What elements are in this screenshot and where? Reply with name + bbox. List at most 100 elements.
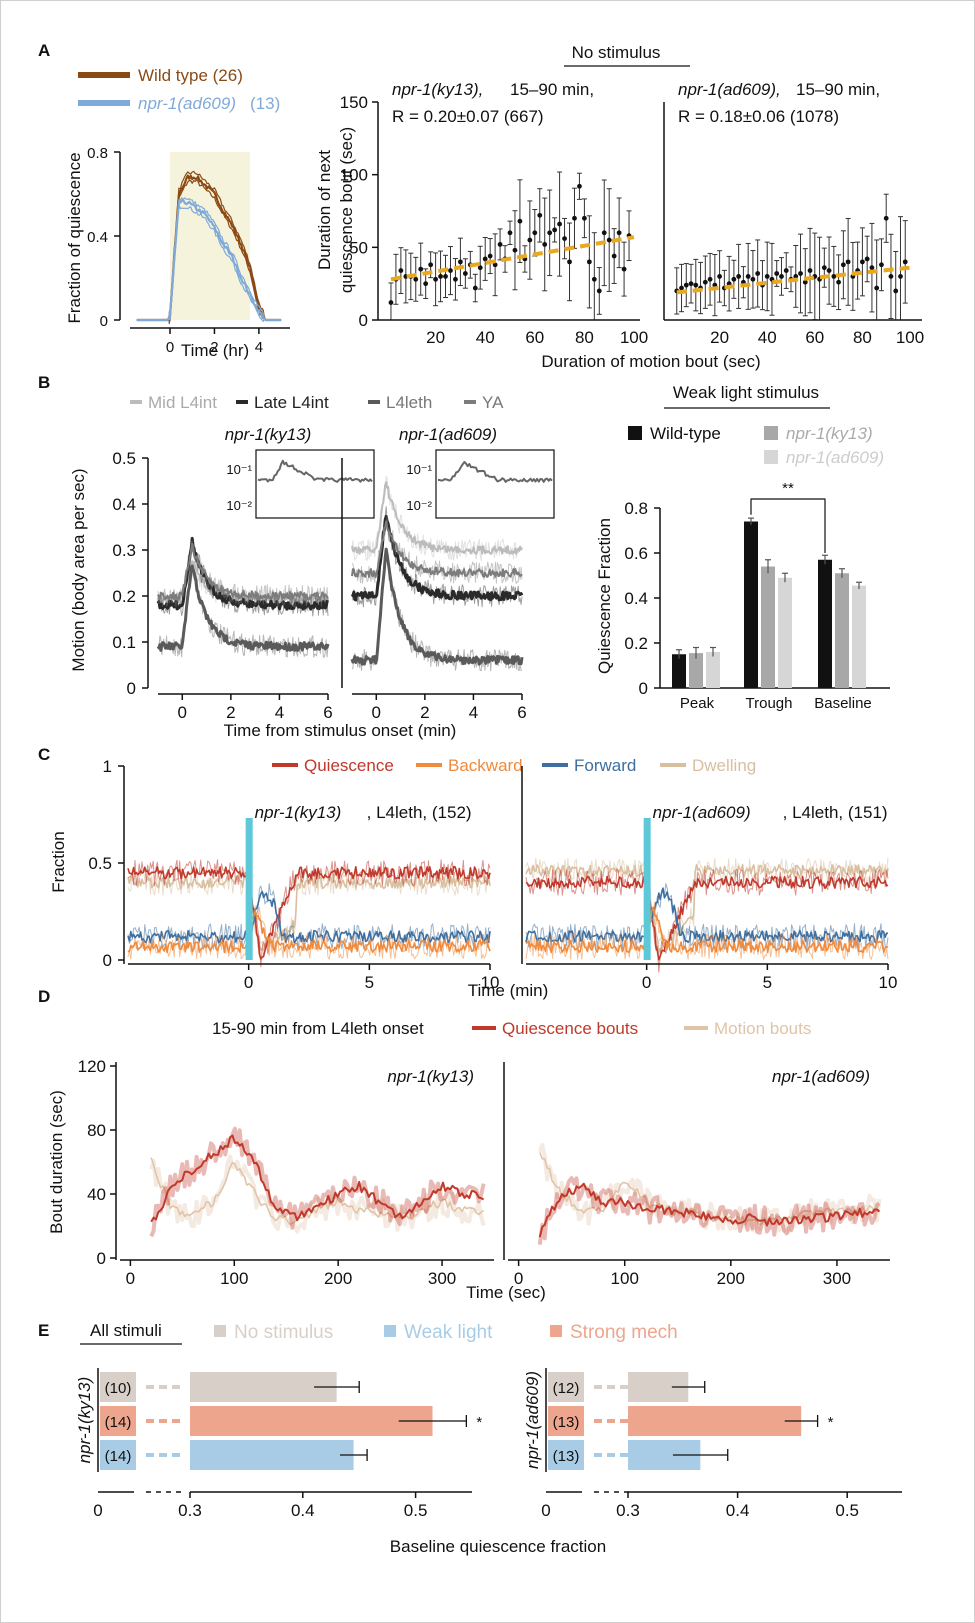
x-tick-label: 5 (763, 973, 772, 992)
legend-swatch-wild-type (628, 426, 642, 440)
legend-label: No stimulus (234, 1322, 333, 1343)
data-point-ky13 (577, 183, 582, 189)
row-stub-strong-mech (548, 1406, 584, 1436)
series-band-backward (127, 905, 491, 960)
series-line-late-l4int (156, 536, 330, 611)
data-point-ad609 (874, 285, 880, 291)
inset-line (438, 461, 553, 483)
x-axis-label: Time (sec) (466, 1283, 546, 1302)
y-axis-label: Bout duration (sec) (47, 1090, 66, 1234)
bar-trough (761, 566, 775, 688)
data-point-ky13 (423, 281, 429, 287)
data-point-ad609 (864, 256, 870, 262)
bar-baseline (818, 559, 832, 688)
legend-label: Quiescence (304, 756, 394, 775)
data-point-ky13 (492, 262, 498, 268)
data-point-ad609 (707, 276, 713, 282)
data-point-ky13 (428, 262, 434, 268)
y-tick-label: 0 (97, 1249, 106, 1268)
bar-peak (672, 654, 686, 688)
y-tick-label: 150 (340, 93, 368, 112)
data-point-ad609 (840, 262, 846, 268)
panel-label-b: B (38, 373, 50, 392)
legend-label: Dwelling (692, 756, 756, 775)
sample-count: (10) (105, 1380, 132, 1397)
legend-swatch-ad609 (764, 450, 778, 464)
y-tick-label: 0.1 (112, 633, 136, 652)
legend-label-wild-type: Wild-type (650, 424, 721, 443)
data-point-ky13 (507, 230, 513, 236)
series-line-motion-bouts (150, 1157, 485, 1226)
series-line-ya (157, 542, 329, 601)
annotation-genotype-ky13: npr-1(ky13), (392, 80, 483, 99)
bar-trough (744, 521, 758, 688)
y-tick-label: 0.4 (112, 495, 136, 514)
row-stub-weak-light (548, 1440, 584, 1470)
data-point-ky13 (611, 253, 617, 259)
data-point-ky13 (512, 247, 518, 253)
stimulus-marker (643, 818, 651, 960)
data-point-ky13 (582, 215, 587, 221)
inset-y-tick-label: 10⁻² (226, 498, 252, 513)
row-stub-no-stimulus (100, 1372, 136, 1402)
data-point-ky13 (413, 276, 419, 282)
y-tick-label: 0.2 (112, 587, 136, 606)
category-label: Peak (680, 695, 715, 712)
x-tick-label: 0 (93, 1501, 102, 1520)
annotation-genotype: npr-1(ky13) (387, 1067, 474, 1086)
x-tick-label: 6 (323, 703, 332, 722)
row-stub-no-stimulus (548, 1372, 584, 1402)
legend-label: Weak light (404, 1322, 493, 1343)
inset-y-tick-label: 10⁻¹ (406, 462, 432, 477)
x-tick-label: 100 (220, 1269, 248, 1288)
data-point-ky13 (433, 276, 438, 282)
data-point-ad609 (679, 285, 684, 291)
inset-line (257, 459, 373, 483)
series-line-l4leth (350, 547, 524, 666)
data-point-ad609 (831, 274, 837, 279)
subplot-title: npr-1(ad609) (399, 425, 497, 444)
bar-strong-mech (628, 1406, 802, 1436)
legend-label: L4leth (386, 393, 432, 412)
x-axis-label: Time (hr) (181, 341, 249, 360)
series-line-quiescence (525, 875, 889, 961)
x-tick-label: 6 (517, 703, 526, 722)
chart-title-no-stimulus: No stimulus (572, 43, 661, 62)
data-point-ad609 (779, 274, 784, 279)
series-line-backward (127, 910, 491, 954)
x-tick-label: 4 (469, 703, 478, 722)
data-point-ad609 (893, 288, 899, 294)
y-tick-label: 100 (340, 166, 368, 185)
bar-baseline (852, 585, 866, 688)
legend-label-ky13: npr-1(ky13) (786, 424, 873, 443)
data-point-ky13 (621, 266, 627, 272)
data-point-ky13 (487, 253, 493, 259)
y-axis-label: Fraction (49, 831, 68, 892)
y-tick-label: 0 (103, 951, 112, 970)
inset-frame (435, 449, 555, 519)
data-point-ad609 (683, 282, 689, 288)
x-tick-label: 5 (365, 973, 374, 992)
data-point-ky13 (472, 285, 478, 291)
data-point-ky13 (562, 236, 567, 242)
x-tick-label: 100 (611, 1269, 639, 1288)
annotation-stage: , L4leth, (152) (367, 803, 472, 822)
x-tick-label: 100 (896, 328, 924, 347)
y-axis-label-line2: quiescence bout (sec) (337, 127, 356, 293)
y-tick-label: 0 (639, 679, 648, 698)
annotation-genotype-ad609: npr-1(ad609), (678, 80, 781, 99)
y-tick-label: 0 (127, 679, 136, 698)
y-tick-label: 0.4 (624, 589, 648, 608)
series-line-quiescence-bouts (538, 1182, 881, 1238)
x-axis-label: Baseline quiescence fraction (390, 1537, 606, 1556)
series-band-backward (525, 901, 889, 960)
data-point-ad609 (764, 274, 770, 279)
sample-count: (12) (553, 1380, 580, 1397)
data-point-ky13 (552, 227, 558, 233)
data-point-ky13 (527, 237, 533, 243)
sample-count: (14) (105, 1448, 132, 1465)
significance-marker: ** (782, 480, 794, 497)
series-line-dwelling (525, 864, 889, 955)
data-point-ky13 (458, 259, 463, 265)
